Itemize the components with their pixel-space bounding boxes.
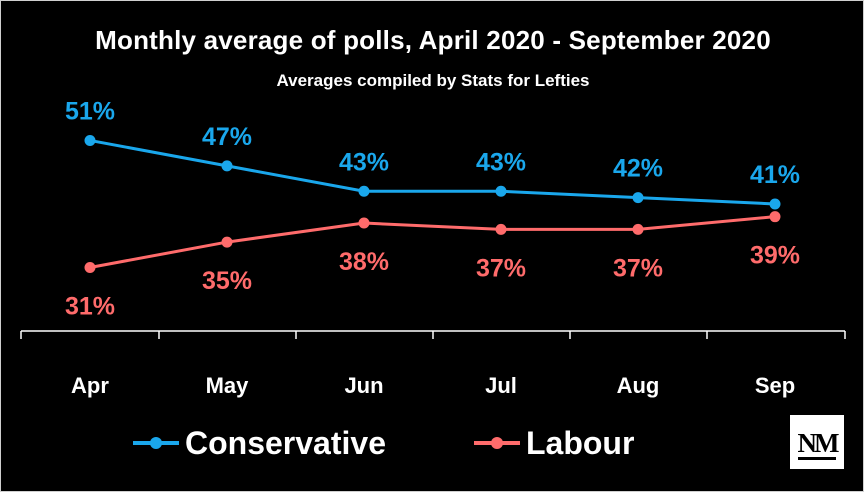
- x-tick-label: Sep: [755, 373, 795, 398]
- data-label-labour: 38%: [339, 248, 389, 276]
- data-label-conservative: 42%: [613, 155, 663, 183]
- data-label-conservative: 51%: [65, 97, 115, 125]
- data-point-labour: [495, 223, 507, 235]
- data-point-labour: [84, 261, 96, 273]
- data-point-conservative: [358, 185, 370, 197]
- data-point-conservative: [769, 198, 781, 210]
- nm-logo-icon: NM: [790, 415, 844, 469]
- data-label-labour: 37%: [476, 254, 526, 282]
- series-line-labour: [89, 215, 776, 269]
- data-point-labour: [358, 217, 370, 229]
- data-label-conservative: 43%: [339, 148, 389, 176]
- data-point-labour: [769, 211, 781, 223]
- legend-label-conservative: Conservative: [185, 424, 386, 461]
- data-label-conservative: 41%: [750, 161, 800, 189]
- x-tick-label: Aug: [617, 373, 660, 398]
- x-tick-label: Apr: [71, 373, 109, 398]
- legend-label-labour: Labour: [525, 424, 635, 461]
- data-label-conservative: 43%: [476, 148, 526, 176]
- legend-item-labour: Labour: [472, 425, 634, 462]
- x-tick-label: Jul: [485, 373, 517, 398]
- data-point-labour: [221, 236, 233, 248]
- data-label-labour: 39%: [750, 242, 800, 270]
- data-label-labour: 35%: [202, 267, 252, 295]
- x-tick-label: Jun: [344, 373, 383, 398]
- svg-text:NM: NM: [798, 428, 839, 458]
- data-point-conservative: [221, 160, 233, 172]
- data-point-conservative: [632, 192, 644, 204]
- legend-swatch-conservative-icon: [133, 437, 179, 449]
- data-label-labour: 31%: [65, 292, 115, 320]
- chart-legend: Conservative Labour: [131, 423, 720, 463]
- data-point-conservative: [84, 134, 96, 146]
- legend-item-conservative: Conservative: [131, 425, 386, 462]
- x-tick-label: May: [206, 373, 250, 398]
- data-point-conservative: [495, 185, 507, 197]
- legend-swatch-labour-icon: [473, 437, 520, 449]
- data-label-conservative: 47%: [202, 123, 252, 151]
- data-label-labour: 37%: [613, 254, 663, 282]
- series-line-conservative: [89, 138, 776, 206]
- chart-subtitle: Averages compiled by Stats for Lefties: [276, 71, 590, 90]
- chart-title: Monthly average of polls, April 2020 - S…: [95, 25, 771, 55]
- data-point-labour: [632, 223, 644, 235]
